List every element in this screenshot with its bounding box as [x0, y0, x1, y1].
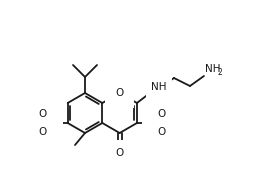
Text: O: O	[39, 127, 47, 137]
Text: NH: NH	[151, 82, 167, 92]
Text: N: N	[150, 118, 158, 128]
Text: O: O	[116, 148, 124, 158]
Text: O: O	[39, 109, 47, 119]
Text: NH: NH	[205, 64, 220, 74]
Text: O: O	[116, 88, 124, 98]
Text: O: O	[158, 127, 166, 137]
Text: 2: 2	[218, 68, 223, 77]
Text: O: O	[158, 109, 166, 119]
Text: N: N	[47, 118, 55, 128]
